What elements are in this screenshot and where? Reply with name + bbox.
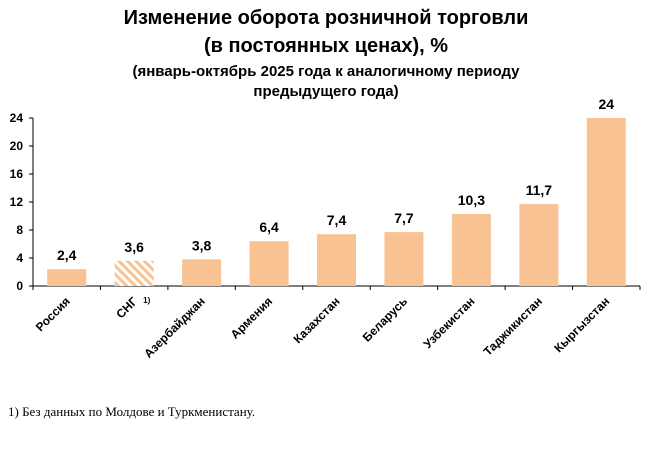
y-tick-label-0: 0 bbox=[16, 279, 23, 293]
value-label-1: 3,6 bbox=[124, 239, 144, 255]
category-label-7: Таджикистан bbox=[481, 294, 545, 358]
value-label-2: 3,8 bbox=[192, 237, 212, 253]
y-tick-label-5: 20 bbox=[10, 139, 24, 153]
bar-chart: 0 4 8 12 16 20 24 2,4 Россия 3,6 СНГ 1) 3,8 Азербайдж… bbox=[10, 96, 641, 361]
bar-6 bbox=[451, 213, 491, 286]
category-label-8: Кыргызстан bbox=[551, 294, 612, 355]
bar-4 bbox=[317, 234, 356, 286]
value-label-3: 6,4 bbox=[259, 219, 279, 235]
value-label-5: 7,7 bbox=[394, 210, 414, 226]
value-label-8: 24 bbox=[598, 96, 614, 112]
category-label-0: Россия bbox=[33, 294, 73, 334]
chart-title-line2: (в постоянных ценах), % bbox=[203, 35, 449, 57]
y-tick-label-4: 16 bbox=[10, 167, 24, 181]
bar-7 bbox=[519, 204, 559, 286]
bar-3 bbox=[249, 241, 289, 286]
category-label-5: Беларусь bbox=[360, 294, 410, 344]
value-label-0: 2,4 bbox=[57, 247, 77, 263]
bar-2 bbox=[182, 259, 222, 286]
category-superscript-1: 1) bbox=[143, 296, 150, 305]
bar-1 bbox=[114, 260, 154, 286]
category-label-2: Азербайджан bbox=[141, 294, 208, 361]
bar-5 bbox=[384, 232, 424, 286]
y-tick-label-2: 8 bbox=[16, 223, 23, 237]
category-label-4: Казахстан bbox=[291, 294, 343, 346]
y-tick-label-1: 4 bbox=[16, 251, 23, 265]
bar-8 bbox=[586, 118, 626, 286]
category-label-1: СНГ bbox=[113, 294, 140, 321]
category-label-3: Армения bbox=[228, 294, 275, 341]
y-tick-label-3: 12 bbox=[10, 195, 24, 209]
y-tick-label-6: 24 bbox=[10, 111, 24, 125]
value-label-4: 7,4 bbox=[327, 212, 347, 228]
chart-subtitle-line2: предыдущего года) bbox=[253, 83, 399, 100]
bar-0 bbox=[47, 269, 87, 286]
value-label-6: 10,3 bbox=[458, 192, 485, 208]
footnote: 1) Без данных по Молдове и Туркменистану… bbox=[8, 404, 256, 419]
category-label-6: Узбекистан bbox=[421, 294, 478, 351]
chart-subtitle-line1: (январь-октябрь 2025 года к аналогичному… bbox=[132, 63, 520, 80]
chart-title: Изменение оборота розничной торговли bbox=[123, 7, 529, 29]
value-label-7: 11,7 bbox=[526, 182, 553, 198]
